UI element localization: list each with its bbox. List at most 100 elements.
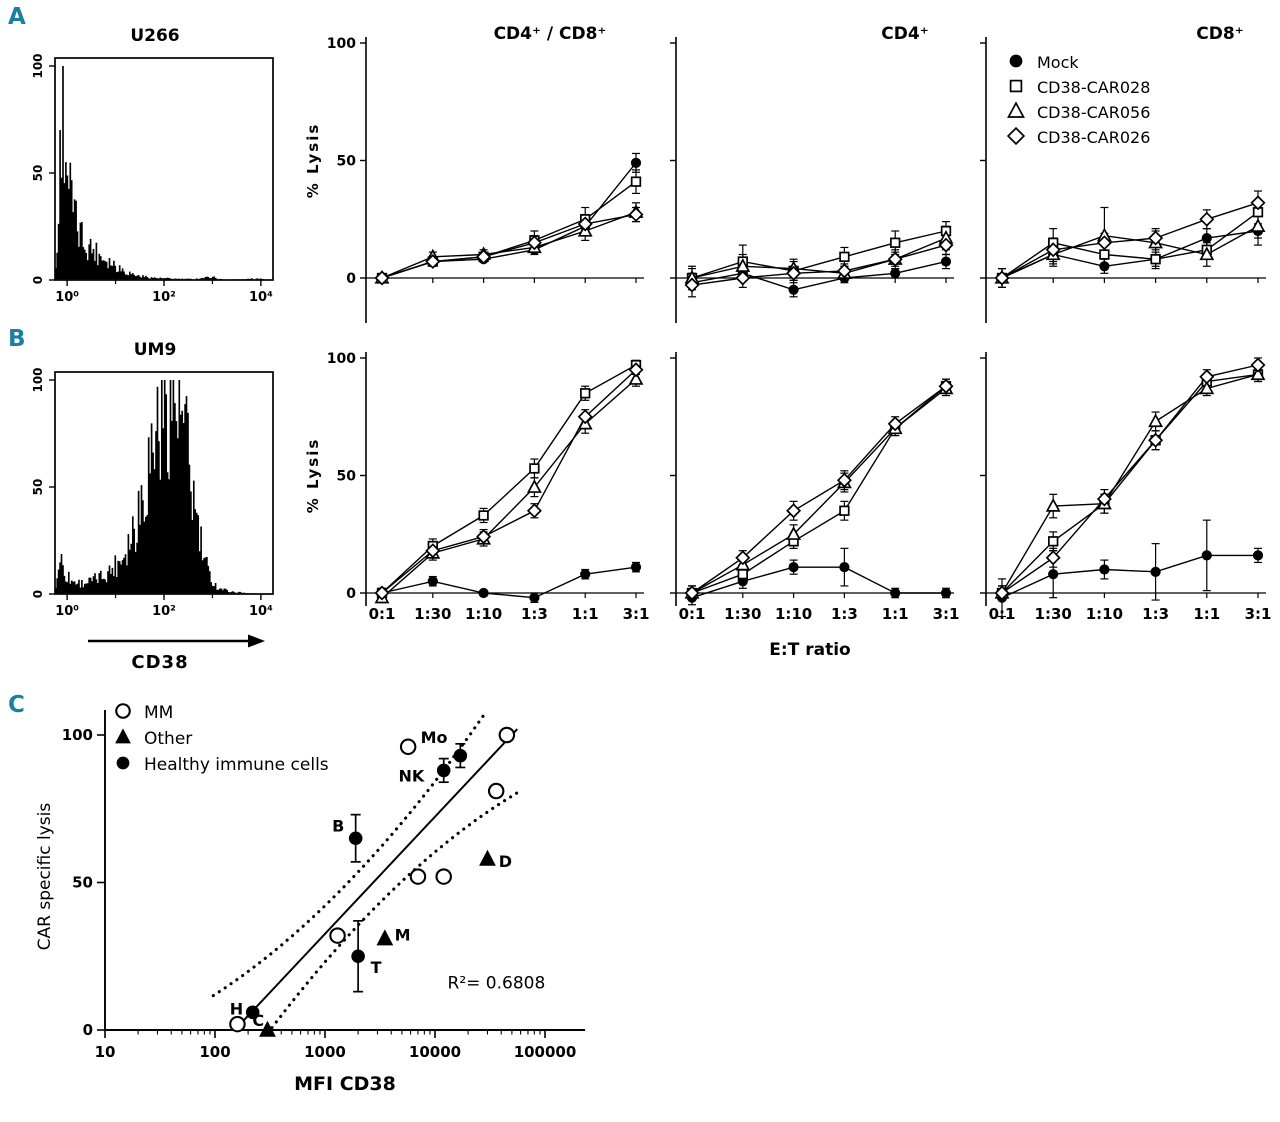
svg-text:3:1: 3:1 [1245, 605, 1272, 623]
svg-text:1:1: 1:1 [1193, 605, 1220, 623]
svg-text:100: 100 [31, 53, 45, 78]
svg-text:10⁴: 10⁴ [249, 604, 273, 619]
svg-text:10²: 10² [152, 604, 176, 619]
svg-text:50: 50 [337, 154, 357, 170]
svg-text:MFI CD38: MFI CD38 [294, 1073, 396, 1095]
lysis-chart-a-cd8 [950, 33, 1272, 333]
svg-text:10⁴: 10⁴ [249, 290, 273, 305]
car056-marker-icon [1005, 100, 1029, 125]
svg-text:100: 100 [31, 367, 45, 392]
car026-marker-icon [1005, 126, 1029, 150]
svg-text:B: B [332, 816, 344, 835]
correlation-scatter-plot: 0 50 100 10 100 1000 10000 100000 MFI CD38 CAR sp… [30, 700, 690, 1122]
svg-text:1:3: 1:3 [831, 605, 858, 623]
chart-title-a-cd8: CD8⁺ [1196, 24, 1244, 44]
histogram-title-um9: UM9 [133, 340, 177, 360]
svg-text:1:1: 1:1 [572, 605, 599, 623]
legend-item-car026: CD38-CAR026 [1005, 125, 1150, 150]
lysis-chart-b-cd4cd8: 0 50 100 0:1 1:30 1:10 1:3 1:1 3:1 % Lysis [290, 348, 650, 648]
svg-text:50: 50 [31, 165, 45, 182]
svg-text:1:3: 1:3 [521, 605, 548, 623]
legend-label: CD38-CAR028 [1037, 78, 1151, 97]
svg-text:100: 100 [62, 726, 93, 744]
car028-marker-icon [1005, 76, 1029, 100]
svg-text:% Lysis: % Lysis [304, 438, 322, 514]
svg-text:0: 0 [31, 590, 45, 598]
histogram-title-u266: U266 [130, 26, 180, 46]
mm-marker-icon [112, 701, 136, 725]
cd38-axis-arrow-icon [88, 634, 265, 648]
svg-text:50: 50 [337, 469, 357, 485]
svg-text:0: 0 [346, 586, 356, 602]
flow-histogram-um9: 0 50 100 10⁰ 10² 10⁴ [25, 362, 285, 634]
svg-text:1:10: 1:10 [465, 605, 502, 623]
svg-text:0: 0 [83, 1021, 93, 1039]
svg-text:NK: NK [399, 766, 425, 785]
svg-text:10²: 10² [152, 290, 176, 305]
legend-label: Other [144, 729, 193, 749]
panel-a-label: A [8, 4, 26, 30]
svg-text:10000: 10000 [409, 1043, 461, 1061]
svg-text:0:1: 0:1 [369, 605, 396, 623]
svg-text:1:30: 1:30 [1035, 605, 1072, 623]
lysis-chart-a-cd4 [640, 33, 960, 333]
legend-label: Healthy immune cells [144, 755, 329, 775]
svg-text:50: 50 [72, 874, 93, 892]
lysis-chart-a-cd4cd8: 0 50 100 % Lysis [290, 33, 650, 333]
svg-text:3:1: 3:1 [933, 605, 960, 623]
et-ratio-axis-label: E:T ratio [769, 640, 851, 660]
legend-item-car028: CD38-CAR028 [1005, 75, 1150, 100]
other-marker-icon [112, 727, 136, 751]
legend-item-mock: Mock [1005, 50, 1150, 75]
legend-label: Mock [1037, 53, 1079, 72]
svg-text:% Lysis: % Lysis [304, 123, 322, 199]
cd38-axis-label: CD38 [131, 652, 189, 673]
svg-text:1:1: 1:1 [882, 605, 909, 623]
svg-text:1:30: 1:30 [414, 605, 451, 623]
mock-marker-icon [1005, 51, 1029, 75]
svg-text:M: M [395, 926, 411, 945]
svg-text:T: T [371, 958, 382, 977]
svg-text:0:1: 0:1 [679, 605, 706, 623]
svg-text:10: 10 [95, 1043, 116, 1061]
svg-text:R²= 0.6808: R²= 0.6808 [448, 974, 546, 994]
legend-item-mm: MM [112, 700, 329, 726]
legend-cell-types: MM Other Healthy immune cells [112, 700, 329, 778]
panel-b-label: B [8, 326, 26, 352]
chart-title-a-cd4cd8: CD4⁺ / CD8⁺ [493, 24, 607, 44]
svg-text:H: H [230, 999, 243, 1018]
svg-text:1:3: 1:3 [1142, 605, 1169, 623]
svg-text:0: 0 [346, 271, 356, 287]
svg-text:1:30: 1:30 [724, 605, 761, 623]
svg-text:0: 0 [31, 276, 45, 284]
lysis-chart-b-cd4: 0:1 1:30 1:10 1:3 1:1 3:1 [640, 348, 960, 648]
svg-text:10⁰: 10⁰ [55, 290, 79, 305]
flow-histogram-u266: 0 50 100 10⁰ 10² 10⁴ [25, 48, 285, 320]
svg-text:100: 100 [327, 36, 356, 52]
svg-text:C: C [252, 1011, 264, 1030]
chart-title-a-cd4: CD4⁺ [881, 24, 929, 44]
svg-text:100000: 100000 [514, 1043, 577, 1061]
svg-text:1:10: 1:10 [775, 605, 812, 623]
panel-c-label: C [8, 692, 25, 718]
svg-text:1000: 1000 [304, 1043, 346, 1061]
svg-text:D: D [499, 852, 512, 871]
legend-label: MM [144, 703, 174, 723]
legend-item-healthy: Healthy immune cells [112, 752, 329, 778]
svg-text:3:1: 3:1 [623, 605, 650, 623]
healthy-marker-icon [112, 753, 136, 777]
legend-item-car056: CD38-CAR056 [1005, 100, 1150, 125]
svg-text:100: 100 [327, 351, 356, 367]
legend-label: CD38-CAR056 [1037, 103, 1151, 122]
legend-label: CD38-CAR026 [1037, 128, 1151, 147]
legend-car-constructs: Mock CD38-CAR028 CD38-CAR056 CD38-CAR026 [1005, 50, 1150, 150]
svg-text:CAR specific lysis: CAR specific lysis [35, 803, 55, 951]
svg-text:50: 50 [31, 479, 45, 496]
lysis-chart-b-cd8: 0:1 1:30 1:10 1:3 1:1 3:1 [950, 348, 1272, 648]
svg-text:10⁰: 10⁰ [55, 604, 79, 619]
svg-text:Mo: Mo [421, 728, 448, 747]
svg-text:1:10: 1:10 [1086, 605, 1123, 623]
legend-item-other: Other [112, 726, 329, 752]
svg-text:100: 100 [199, 1043, 230, 1061]
